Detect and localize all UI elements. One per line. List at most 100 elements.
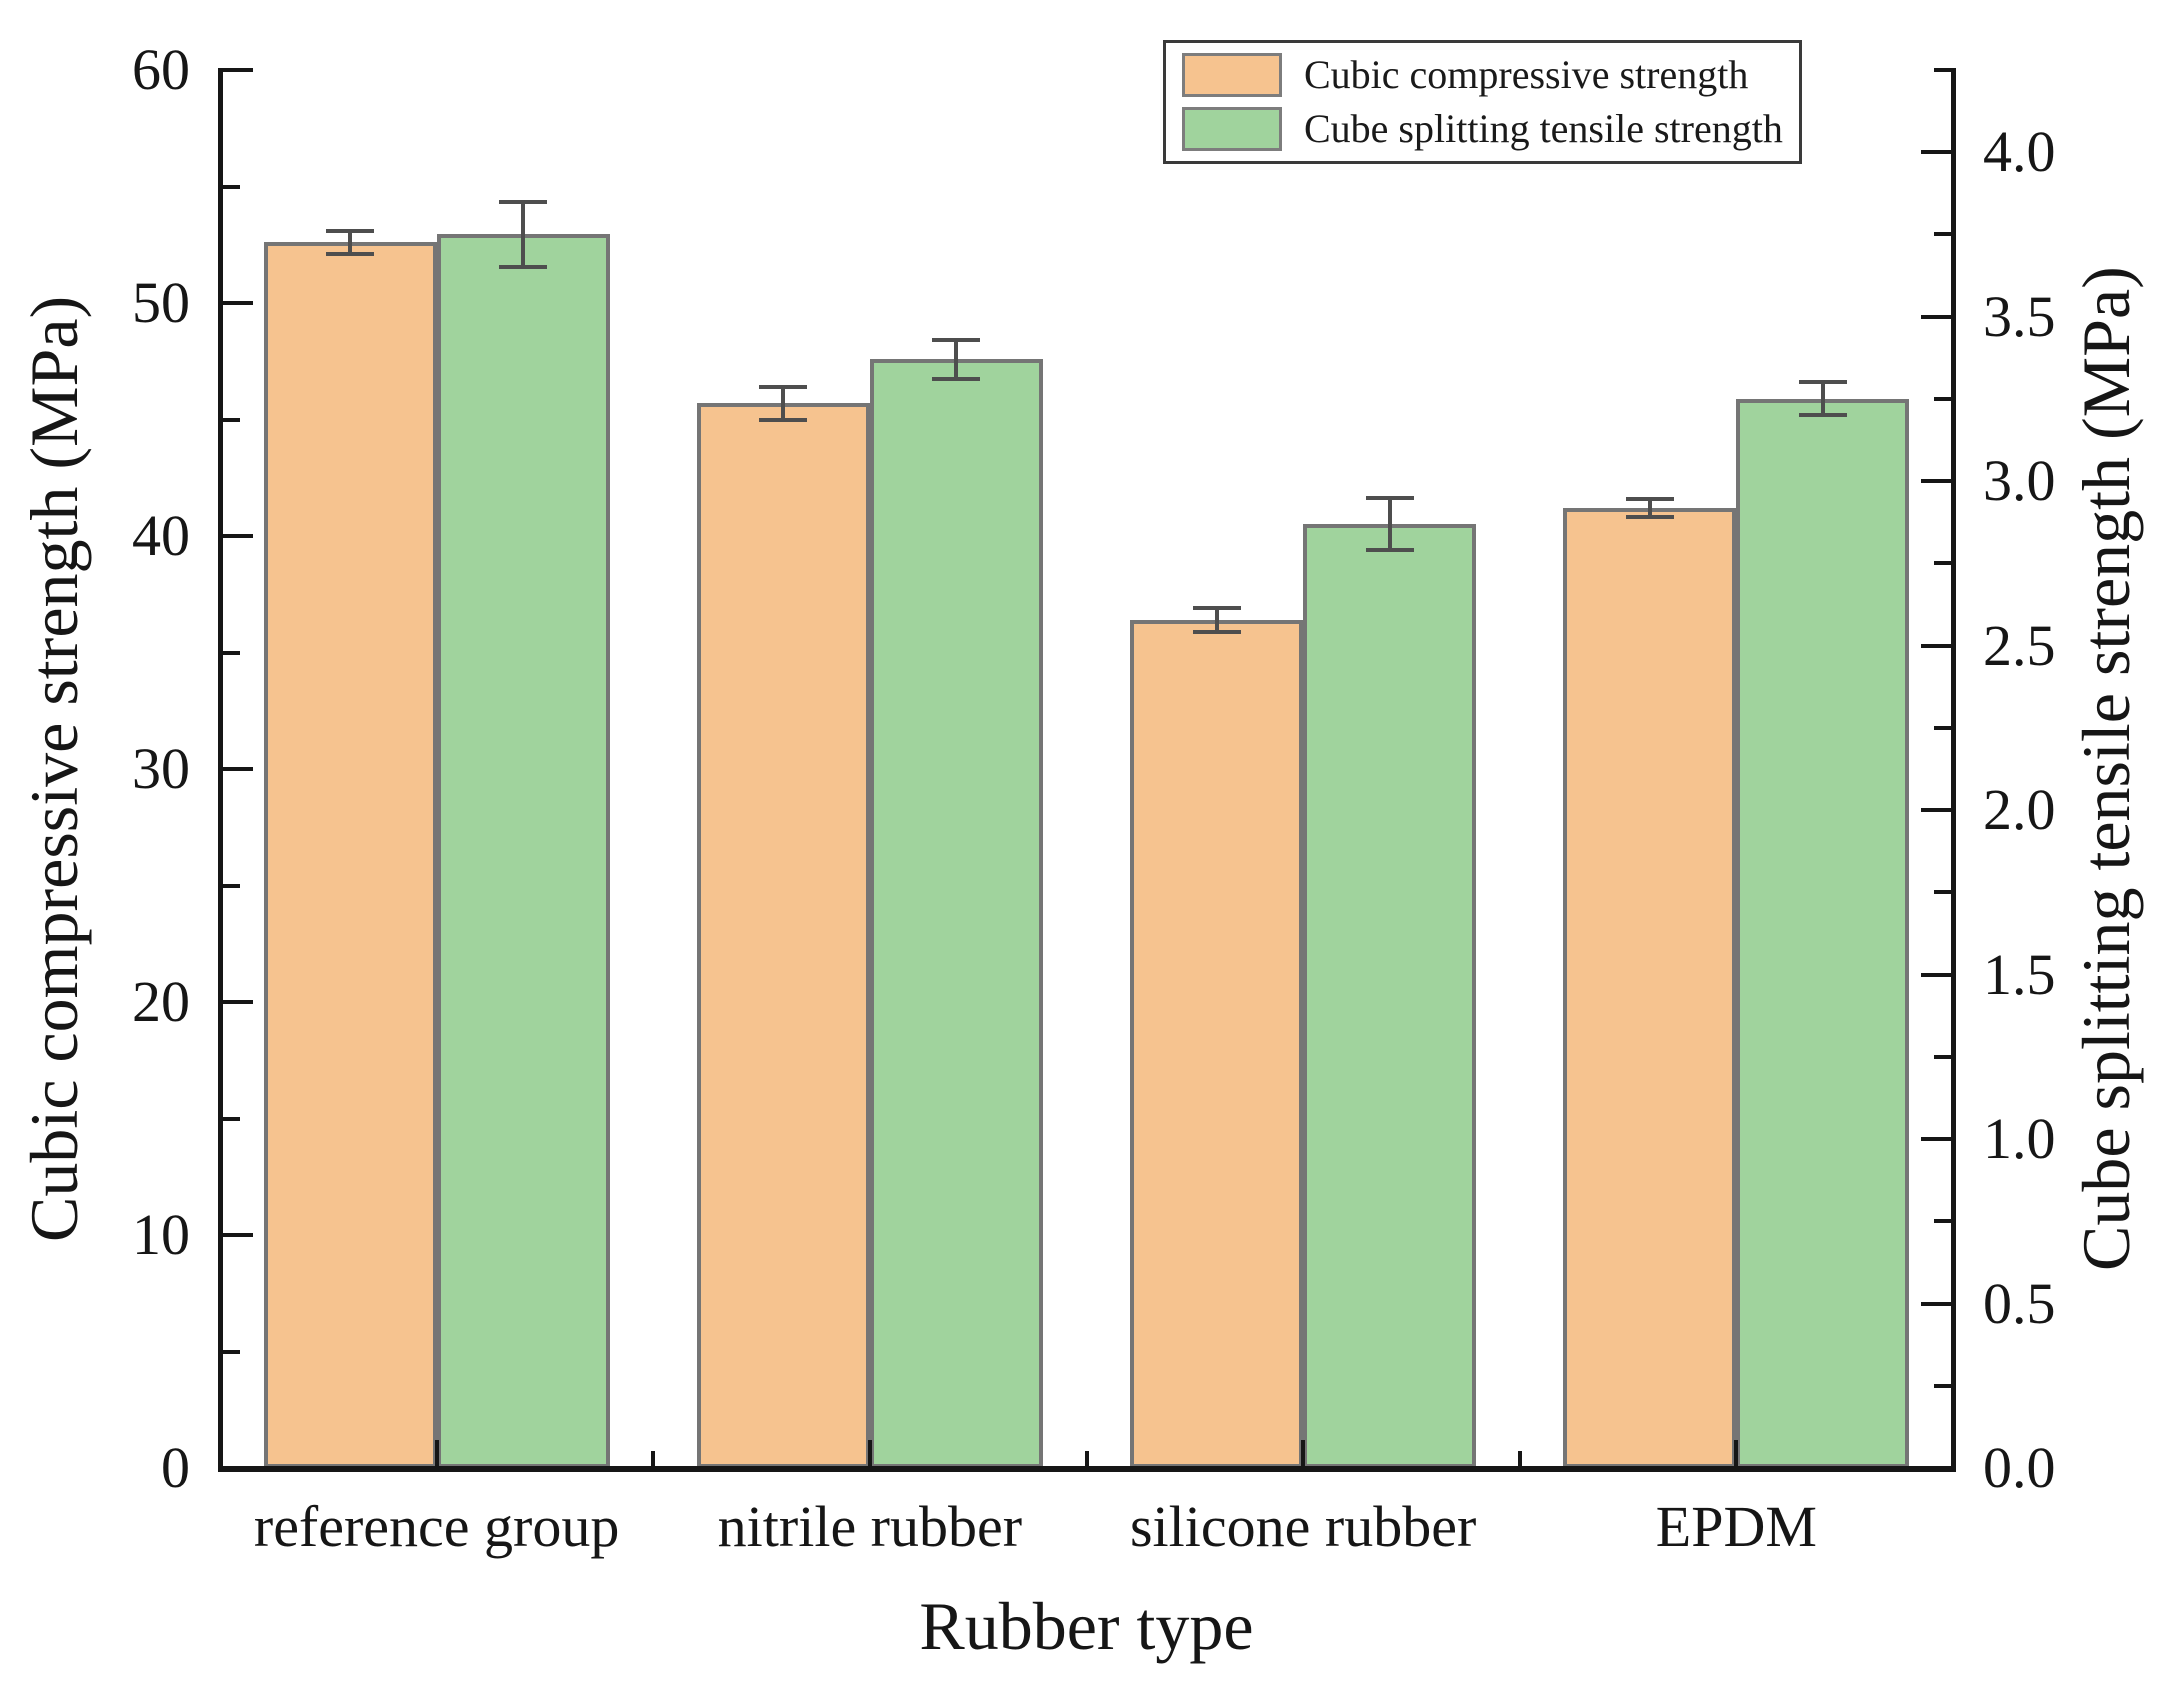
error-bar-cap-bottom (1192, 629, 1241, 634)
left-axis-tick-label: 60 (132, 37, 190, 102)
right-axis-minor-tick (1933, 725, 1951, 730)
right-axis-minor-tick (1933, 1219, 1951, 1224)
x-axis-major-tick (867, 1439, 872, 1466)
bar-cube-splitting-tensile-strength-reference-group (436, 234, 610, 1468)
error-bar-stem (1214, 608, 1219, 632)
legend-swatch-compressive-icon (1182, 53, 1282, 97)
right-axis-tick-label: 0.5 (1983, 1270, 2056, 1336)
left-axis-line (217, 68, 223, 1470)
right-axis-tick-label: 2.5 (1983, 612, 2056, 678)
left-axis-tick-label: 50 (132, 270, 190, 335)
left-axis-minor-tick (222, 1116, 240, 1121)
error-bar-cap-bottom (932, 377, 981, 382)
category-label-silicone-rubber: silicone rubber (1129, 1494, 1477, 1559)
category-label-reference-group: reference group (253, 1494, 620, 1559)
right-axis-major-tick (1920, 150, 1951, 155)
error-bar-stem (781, 386, 786, 420)
left-axis-major-tick (222, 1233, 253, 1237)
left-axis-tick-label: 10 (132, 1202, 190, 1267)
error-bar-cap-bottom (326, 252, 375, 257)
left-axis-minor-tick (222, 650, 240, 655)
bar-cube-splitting-tensile-strength-epdm (1736, 398, 1910, 1468)
error-bar-cap-top (1625, 496, 1674, 501)
right-axis-tick-label: 0.0 (1983, 1435, 2056, 1500)
error-bar-stem (954, 339, 959, 380)
legend: Cubic compressive strength Cube splittin… (1163, 40, 1802, 164)
bar-cubic-compressive-strength-silicone-rubber (1130, 619, 1304, 1468)
right-axis-tick-label: 4.0 (1983, 119, 2056, 185)
left-axis-minor-tick (222, 184, 240, 189)
error-bar-stem (348, 230, 353, 255)
left-axis-major-tick (222, 68, 253, 72)
left-axis-tick-label: 20 (132, 969, 190, 1034)
category-label-nitrile-rubber: nitrile rubber (717, 1494, 1023, 1559)
error-bar-stem (521, 201, 526, 268)
left-axis-tick-label: 0 (161, 1435, 190, 1500)
category-label-epdm: EPDM (1655, 1494, 1817, 1559)
left-axis-major-tick (222, 534, 253, 538)
error-bar-cap-top (1798, 380, 1847, 385)
legend-item-tensile: Cube splitting tensile strength (1182, 106, 1783, 152)
legend-label-compressive: Cubic compressive strength (1304, 52, 1749, 97)
right-axis-minor-tick (1933, 1383, 1951, 1388)
error-bar-cap-bottom (1625, 515, 1674, 520)
left-axis-major-tick (222, 301, 253, 305)
x-axis-major-tick (1301, 1439, 1306, 1466)
left-axis-minor-tick (222, 1349, 240, 1354)
error-bar-cap-top (499, 199, 548, 204)
x-axis-line (217, 1465, 1956, 1472)
error-bar-stem (1820, 382, 1825, 416)
bar-cubic-compressive-strength-reference-group (263, 242, 437, 1468)
bar-cubic-compressive-strength-epdm (1563, 508, 1737, 1468)
right-axis-major-tick (1920, 972, 1951, 977)
error-bar-cap-bottom (1365, 548, 1414, 553)
left-axis-tick-label: 40 (132, 503, 190, 568)
legend-item-compressive: Cubic compressive strength (1182, 52, 1783, 98)
right-axis-major-tick (1920, 1137, 1951, 1142)
x-axis-major-tick (1734, 1439, 1739, 1466)
x-axis-title: Rubber type (919, 1588, 1254, 1664)
error-bar-stem (1647, 498, 1652, 518)
error-bar-cap-bottom (499, 265, 548, 270)
right-axis-minor-tick (1933, 890, 1951, 895)
bar-cube-splitting-tensile-strength-nitrile-rubber (869, 359, 1043, 1468)
left-axis-major-tick (222, 1000, 253, 1004)
right-axis-major-tick (1920, 1301, 1951, 1306)
right-axis-tick-label: 3.0 (1983, 448, 2056, 514)
right-axis-major-tick (1920, 643, 1951, 648)
error-bar-cap-bottom (759, 417, 808, 422)
left-axis-major-tick (222, 767, 253, 771)
error-bar-cap-bottom (1798, 413, 1847, 418)
right-axis-minor-tick (1933, 1054, 1951, 1059)
right-axis-major-tick (1920, 479, 1951, 484)
error-bar-cap-top (759, 384, 808, 389)
right-axis-minor-tick (1933, 561, 1951, 566)
right-axis-major-tick (1920, 314, 1951, 319)
error-bar-cap-top (1192, 606, 1241, 611)
right-axis-minor-tick (1933, 68, 1951, 72)
left-axis-minor-tick (222, 883, 240, 888)
right-axis-minor-tick (1933, 232, 1951, 237)
error-bar-cap-top (932, 337, 981, 342)
error-bar-cap-top (326, 228, 375, 233)
right-axis-minor-tick (1933, 396, 1951, 401)
x-axis-major-tick (434, 1439, 439, 1466)
right-axis-tick-label: 3.5 (1983, 283, 2056, 349)
left-axis-tick-label: 30 (132, 736, 190, 801)
legend-swatch-tensile-icon (1182, 107, 1282, 151)
right-axis-line (1950, 68, 1956, 1470)
right-axis-major-tick (1920, 808, 1951, 813)
right-axis-tick-label: 1.5 (1983, 941, 2056, 1007)
error-bar-cap-top (1365, 495, 1414, 500)
right-axis-tick-label: 1.0 (1983, 1106, 2056, 1172)
left-axis-minor-tick (222, 417, 240, 422)
x-axis-minor-tick (1084, 1450, 1089, 1466)
bar-cubic-compressive-strength-nitrile-rubber (696, 403, 870, 1468)
legend-label-tensile: Cube splitting tensile strength (1304, 106, 1783, 151)
error-bar-stem (1387, 497, 1392, 551)
right-axis-title: Cube splitting tensile strength (MPa) (2068, 266, 2144, 1272)
right-axis-tick-label: 2.0 (1983, 777, 2056, 843)
x-axis-minor-tick (1517, 1450, 1522, 1466)
